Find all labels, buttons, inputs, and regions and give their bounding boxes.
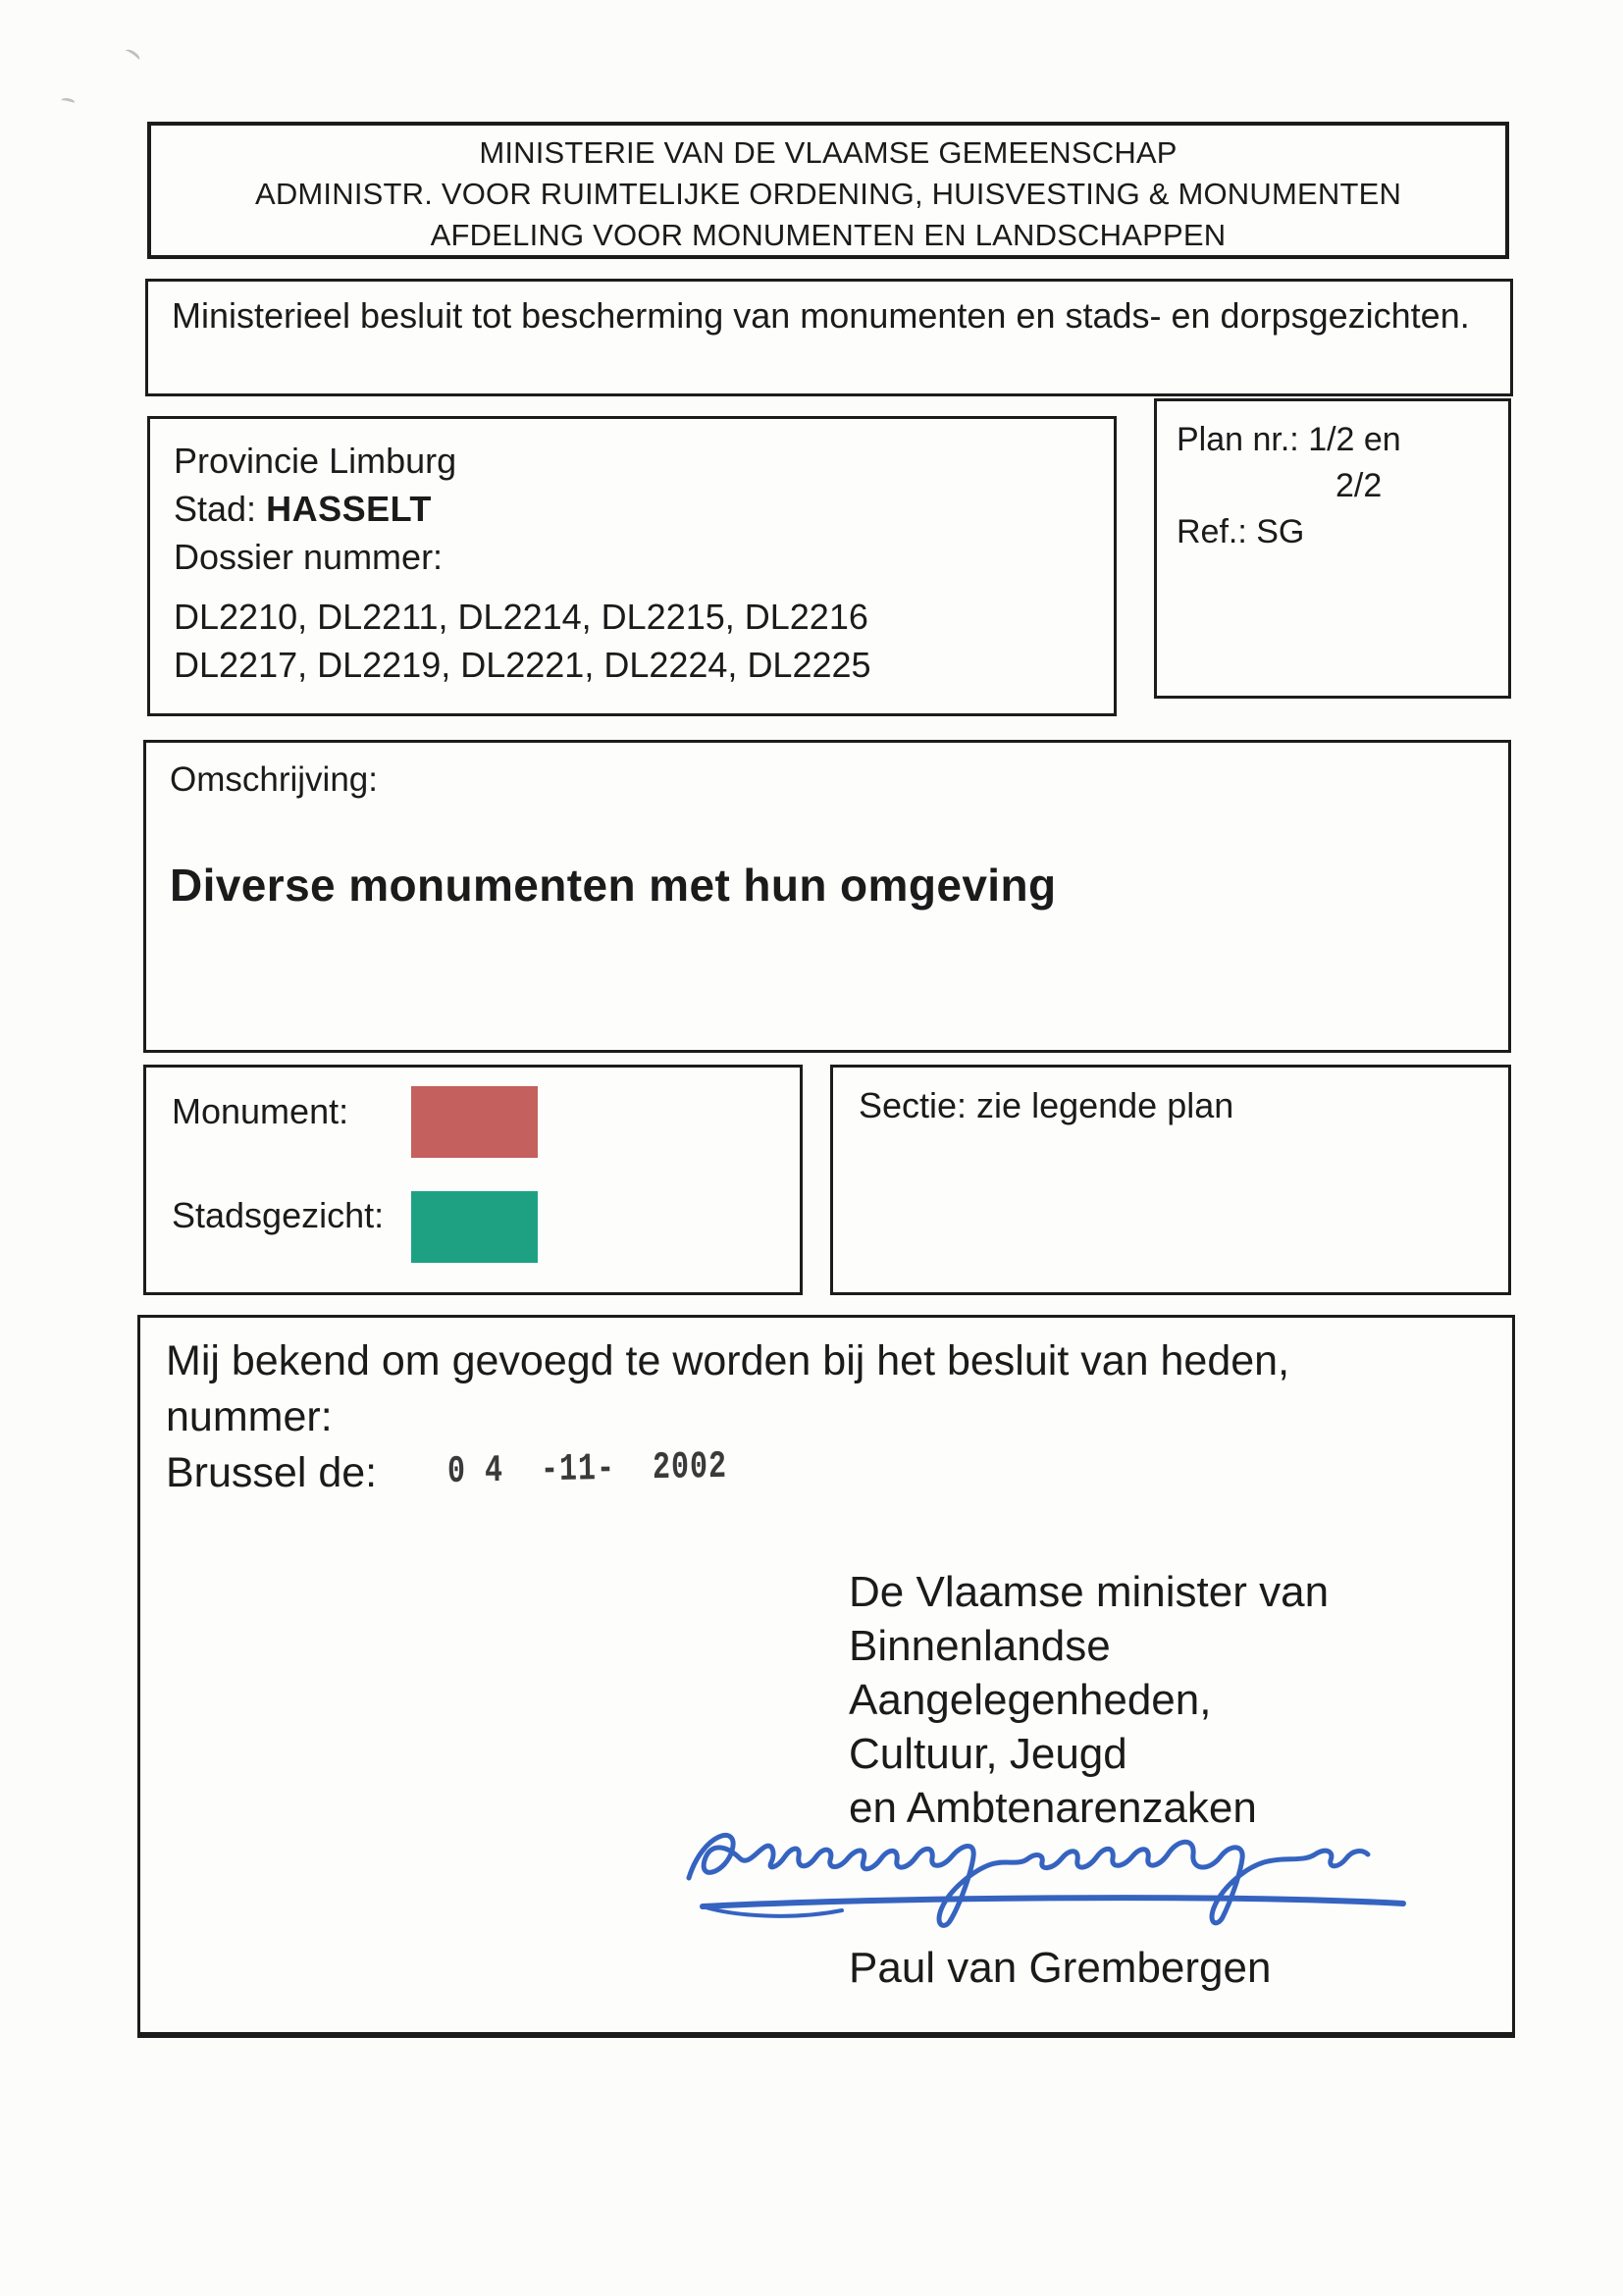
section-box: Sectie: zie legende plan [830, 1065, 1511, 1295]
minister-title-line: en Ambtenarenzaken [849, 1784, 1257, 1832]
stadsgezicht-color-swatch [411, 1191, 538, 1263]
spacer [174, 581, 1090, 593]
city-line: Stad: HASSELT [174, 485, 1090, 533]
place-label: Brussel de: [166, 1449, 378, 1496]
ministry-name: MINISTERIE VAN DE VLAAMSE GEMEENSCHAP [479, 135, 1178, 170]
map-legend-box: Monument: Stadsgezicht: [143, 1065, 803, 1295]
department-name: AFDELING VOOR MONUMENTEN EN LANDSCHAPPEN [430, 218, 1227, 252]
city-label: Stad: [174, 489, 257, 529]
minister-title-line: De Vlaamse minister van [849, 1568, 1330, 1616]
ministry-header-box: MINISTERIE VAN DE VLAAMSE GEMEENSCHAP AD… [147, 122, 1509, 259]
pencil-mark [60, 96, 76, 107]
plan-reference-box: Plan nr.: 1/2 en 2/2 Ref.: SG [1154, 398, 1511, 699]
date-stamp: 0 4 -11- 2002 [446, 1445, 728, 1494]
signature-underline-flourish [701, 1905, 844, 1918]
minister-title-line: Cultuur, Jeugd [849, 1730, 1127, 1778]
stadsgezicht-label: Stadsgezicht: [172, 1195, 385, 1235]
signature-stroke [686, 1832, 1371, 1928]
section-text: Sectie: zie legende plan [859, 1085, 1234, 1125]
dossier-number-label: Dossier nummer: [174, 537, 444, 577]
signatory-name: Paul van Grembergen [849, 1944, 1272, 1992]
description-label: Omschrijving: [170, 760, 378, 799]
minister-title-line: Binnenlandse [849, 1622, 1111, 1670]
decree-subject-box: Ministerieel besluit tot bescherming van… [145, 279, 1513, 396]
administration-name: ADMINISTR. VOOR RUIMTELIJKE ORDENING, HU… [254, 177, 1402, 211]
province-line: Provincie Limburg [174, 441, 457, 481]
dossier-numbers-line: DL2210, DL2211, DL2214, DL2215, DL2216 [174, 597, 868, 637]
minister-title-line: Aangelegenheden, [849, 1676, 1212, 1724]
monument-color-swatch [411, 1086, 538, 1158]
place-date-row: Brussel de: 0 4 -11- 2002 [166, 1445, 1487, 1501]
acknowledgement-line: Mij bekend om gevoegd te worden bij het … [166, 1337, 1290, 1384]
plan-reference: Ref.: SG [1177, 513, 1305, 550]
description-box: Omschrijving: Diverse monumenten met hun… [143, 740, 1511, 1053]
dossier-numbers-line: DL2217, DL2219, DL2221, DL2224, DL2225 [174, 645, 871, 685]
city-value: HASSELT [266, 489, 432, 529]
minister-title-block: De Vlaamse minister van Binnenlandse Aan… [849, 1565, 1329, 1835]
pencil-mark [123, 46, 141, 65]
description-title: Diverse monumenten met hun omgeving [170, 860, 1057, 911]
plan-number-line1: Plan nr.: 1/2 en [1177, 421, 1401, 458]
plan-number-line2: 2/2 [1335, 467, 1383, 504]
signature-footer-box: Mij bekend om gevoegd te worden bij het … [137, 1315, 1515, 2038]
decree-subject-text: Ministerieel besluit tot bescherming van… [172, 295, 1470, 336]
dossier-info-box: Provincie Limburg Stad: HASSELT Dossier … [147, 416, 1117, 716]
signature-ink [686, 1832, 1406, 1928]
acknowledgement-line: nummer: [166, 1393, 333, 1440]
monument-label: Monument: [172, 1091, 349, 1131]
signature-underline [700, 1895, 1406, 1909]
